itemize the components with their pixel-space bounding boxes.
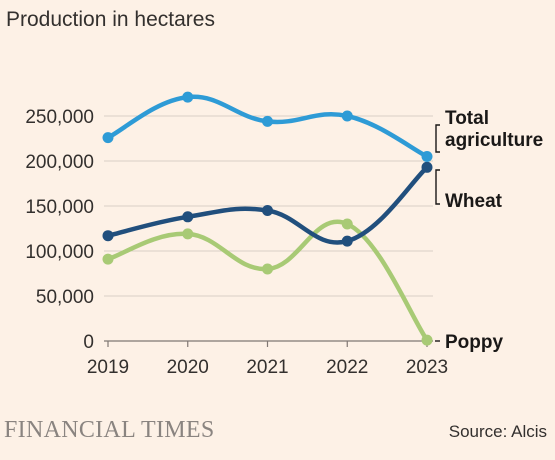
series-line-wheat bbox=[105, 165, 430, 245]
data-point-wheat bbox=[262, 205, 273, 216]
series-line-poppy bbox=[105, 219, 430, 343]
data-point-poppy bbox=[182, 228, 194, 240]
data-point-poppy bbox=[341, 218, 353, 230]
data-point-wheat bbox=[341, 235, 353, 247]
series-label-wheat: Wheat bbox=[445, 191, 503, 212]
data-point-total-agriculture bbox=[421, 151, 433, 162]
series-label-poppy: Poppy bbox=[445, 332, 503, 353]
y-tick-label: 250,000 bbox=[25, 107, 94, 128]
data-point-wheat bbox=[102, 230, 114, 242]
label-bracket-total bbox=[435, 124, 440, 153]
label-bracket-wheat bbox=[435, 169, 440, 205]
data-point-total-agriculture bbox=[262, 115, 273, 127]
x-tick-label: 2019 bbox=[87, 357, 129, 378]
data-point-total-agriculture bbox=[182, 91, 194, 103]
data-point-total-agriculture bbox=[341, 110, 353, 122]
data-point-poppy bbox=[262, 263, 273, 275]
data-point-wheat bbox=[182, 211, 194, 223]
y-tick-label: 200,000 bbox=[25, 152, 94, 173]
data-point-wheat bbox=[421, 161, 433, 173]
data-point-total-agriculture bbox=[102, 132, 114, 144]
x-tick-label: 2021 bbox=[246, 357, 288, 378]
data-point-poppy bbox=[102, 253, 114, 265]
x-tick-label: 2020 bbox=[167, 357, 209, 378]
series-label-total-agriculture: Total agriculture bbox=[445, 108, 543, 151]
y-tick-label: 100,000 bbox=[25, 242, 94, 263]
brand-wordmark: FINANCIAL TIMES bbox=[4, 417, 215, 443]
y-tick-label: 0 bbox=[83, 332, 94, 353]
x-tick-label: 2022 bbox=[326, 357, 368, 378]
chart-title: Production in hectares bbox=[6, 8, 215, 31]
y-tick-label: 50,000 bbox=[36, 287, 94, 308]
y-tick-label: 150,000 bbox=[25, 197, 94, 218]
data-point-poppy bbox=[421, 334, 433, 346]
x-tick-label: 2023 bbox=[406, 357, 448, 378]
source-note: Source: Alcis bbox=[448, 422, 547, 441]
